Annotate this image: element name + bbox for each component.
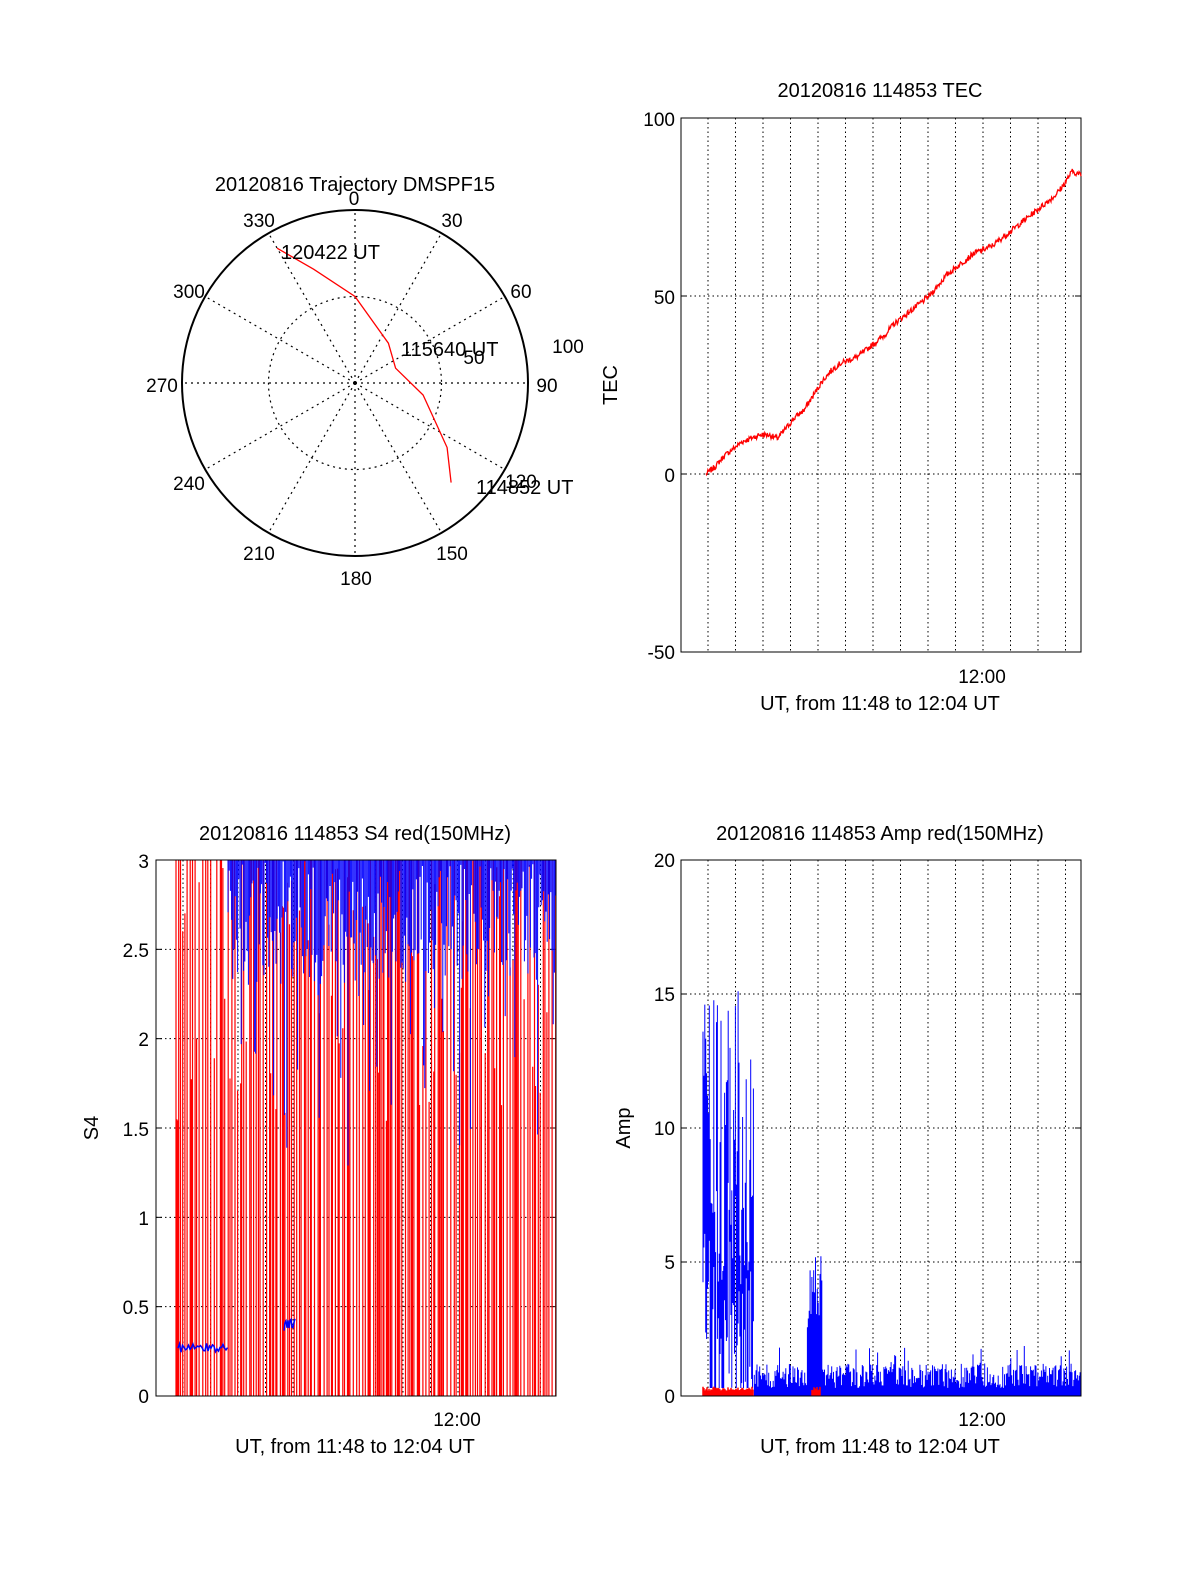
s4-red-spikes xyxy=(175,860,557,1396)
tec-xlabel: UT, from 11:48 to 12:04 UT xyxy=(760,693,1000,715)
trajectory-panel: 20120816 Trajectory DMSPF15 0 30 60 90 1… xyxy=(146,174,584,590)
polar-spoke xyxy=(204,382,356,471)
polar-spoke xyxy=(267,232,356,384)
amp-ytick-label: 0 xyxy=(664,1387,675,1408)
amp-ylabel: Amp xyxy=(613,1107,635,1148)
s4-xlabel: UT, from 11:48 to 12:04 UT xyxy=(235,1436,475,1458)
polar-spoke xyxy=(204,295,356,384)
polar-spoke xyxy=(354,382,443,534)
tec-ytick-labels: -50 0 50 100 xyxy=(643,110,675,664)
angle-label-0: 0 xyxy=(349,189,360,210)
tec-panel: 20120816 114853 TEC -50 0 50 100 TEC 12:… xyxy=(600,80,1082,715)
amp-blue-series xyxy=(702,991,1082,1396)
trajectory-line xyxy=(276,247,452,483)
tec-title: 20120816 114853 TEC xyxy=(778,80,983,102)
angle-label-210: 210 xyxy=(243,544,275,565)
tec-ytick-label: -50 xyxy=(648,643,675,664)
amp-ytick-label: 5 xyxy=(664,1253,675,1274)
trajectory-title: 20120816 Trajectory DMSPF15 xyxy=(215,174,495,196)
trajectory-label-end: 120422 UT xyxy=(281,242,380,264)
amp-xtick-label: 12:00 xyxy=(958,1410,1006,1431)
angle-label-90: 90 xyxy=(536,376,557,397)
polar-spoke xyxy=(354,295,506,384)
tec-series-line xyxy=(705,168,1082,477)
s4-ytick-label: 0.5 xyxy=(123,1298,149,1319)
amp-ytick-label: 20 xyxy=(654,851,675,872)
s4-red-series xyxy=(175,860,557,1396)
s4-ytick-label: 1.5 xyxy=(123,1120,149,1141)
amp-red-series xyxy=(702,1386,821,1396)
amp-xlabel: UT, from 11:48 to 12:04 UT xyxy=(760,1436,1000,1458)
s4-blue-low-segment xyxy=(283,1317,296,1331)
angle-label-270: 270 xyxy=(146,376,178,397)
amp-blue-signal xyxy=(702,991,1082,1396)
tec-xtick-label: 12:00 xyxy=(958,667,1006,688)
s4-ytick-label: 1 xyxy=(138,1209,149,1230)
amp-blue-baseline xyxy=(754,1387,1081,1396)
s4-blue-series xyxy=(177,860,557,1354)
s4-ytick-label: 2 xyxy=(138,1030,149,1051)
radial-label-50: 50 xyxy=(463,348,484,369)
polar-grid xyxy=(182,210,528,556)
s4-plot-frame xyxy=(155,859,557,1397)
angle-label-30: 30 xyxy=(441,211,462,232)
tec-ytick-label: 0 xyxy=(664,466,675,487)
s4-ytick-label: 2.5 xyxy=(123,941,149,962)
amp-panel: 20120816 114853 Amp red(150MHz) 0 5 10 1… xyxy=(613,823,1082,1458)
angle-label-120: 120 xyxy=(505,472,537,493)
s4-ytick-labels: 0 0.5 1 1.5 2 2.5 3 xyxy=(123,852,149,1408)
tec-ytick-label: 100 xyxy=(643,110,675,131)
polar-grid-circle xyxy=(267,295,443,471)
tec-ytick-label: 50 xyxy=(654,288,675,309)
s4-xtick-label: 12:00 xyxy=(433,1410,481,1431)
amp-ytick-labels: 0 5 10 15 20 xyxy=(654,851,675,1408)
s4-blue-low-segment xyxy=(177,1340,229,1354)
tec-plot-frame xyxy=(680,117,1082,653)
s4-ytick-label: 3 xyxy=(138,852,149,873)
s4-ytick-label: 0 xyxy=(138,1387,149,1408)
polar-spoke xyxy=(267,382,356,534)
s4-blue-band xyxy=(227,860,557,1166)
angle-label-330: 330 xyxy=(243,211,275,232)
polar-spoke xyxy=(354,382,506,471)
polar-outer-circle xyxy=(181,209,529,557)
amp-plot-frame xyxy=(680,859,1082,1397)
s4-ylabel: S4 xyxy=(81,1116,103,1140)
trajectory-label-start: 114852 UT xyxy=(476,477,573,499)
angle-label-60: 60 xyxy=(510,282,531,303)
radial-label-100: 100 xyxy=(552,337,584,358)
trajectory-label-mid: 115640 UT xyxy=(401,339,498,361)
angle-label-300: 300 xyxy=(173,282,205,303)
s4-title: 20120816 114853 S4 red(150MHz) xyxy=(199,823,511,845)
tec-ylabel: TEC xyxy=(600,365,622,405)
polar-angle-labels: 0 30 60 90 120 150 180 210 240 270 300 3… xyxy=(146,189,557,590)
s4-panel: 20120816 114853 S4 red(150MHz) 0 0.5 1 1… xyxy=(81,823,557,1458)
angle-label-240: 240 xyxy=(173,474,205,495)
tec-grid xyxy=(681,117,1081,653)
polar-spoke xyxy=(354,232,443,384)
amp-ytick-label: 15 xyxy=(654,985,675,1006)
angle-label-180: 180 xyxy=(340,569,372,590)
amp-title: 20120816 114853 Amp red(150MHz) xyxy=(716,823,1044,845)
amp-red-signal xyxy=(702,1386,821,1396)
angle-label-150: 150 xyxy=(436,544,468,565)
amp-ytick-label: 10 xyxy=(654,1119,675,1140)
